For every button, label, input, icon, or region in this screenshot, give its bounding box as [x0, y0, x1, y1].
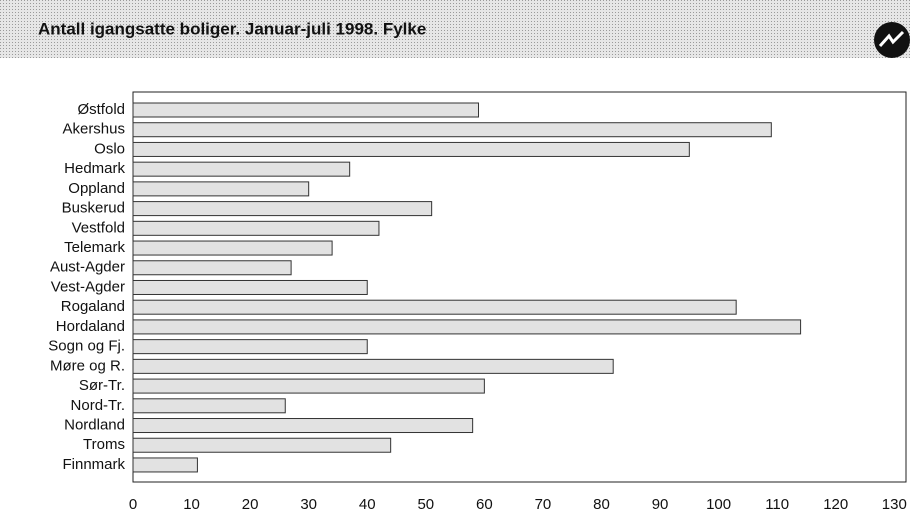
- bar: [132, 240, 333, 256]
- bar: [132, 418, 474, 434]
- chart-title: Antall igangsatte boliger. Januar-juli 1…: [38, 19, 426, 38]
- x-tick-label: 90: [652, 496, 669, 513]
- y-tick-label: Vestfold: [72, 219, 125, 236]
- bar: [132, 181, 310, 197]
- x-tick-label: 40: [359, 496, 376, 513]
- y-tick-label: Finnmark: [62, 456, 125, 473]
- y-tick-label: Møre og R.: [50, 357, 125, 374]
- y-tick-label: Nord-Tr.: [71, 397, 125, 414]
- bar: [132, 102, 480, 118]
- y-tick-label: Østfold: [77, 101, 125, 118]
- bar: [132, 161, 351, 177]
- x-tick-label: 60: [476, 496, 493, 513]
- x-tick-label: 50: [417, 496, 434, 513]
- x-tick-label: 30: [300, 496, 317, 513]
- x-tick-label: 20: [242, 496, 259, 513]
- x-tick-label: 70: [535, 496, 552, 513]
- x-tick-label: 10: [183, 496, 200, 513]
- y-tick-label: Hordaland: [56, 318, 125, 335]
- bar: [132, 437, 392, 453]
- x-tick-label: 100: [706, 496, 731, 513]
- bar: [132, 279, 368, 295]
- bar: [132, 201, 433, 217]
- y-tick-label: Vest-Agder: [51, 278, 125, 295]
- y-tick-label: Telemark: [64, 239, 125, 256]
- bar: [132, 457, 198, 473]
- x-tick-label: 130: [882, 496, 907, 513]
- x-tick-label: 0: [129, 496, 137, 513]
- x-tick-label: 80: [593, 496, 610, 513]
- y-tick-label: Nordland: [64, 416, 125, 433]
- bar: [132, 220, 380, 236]
- logo: [874, 22, 910, 58]
- x-tick-label: 120: [823, 496, 848, 513]
- y-tick-label: Oppland: [68, 180, 125, 197]
- y-tick-label: Sogn og Fj.: [48, 338, 125, 355]
- bar: [132, 358, 614, 374]
- y-tick-label: Oslo: [94, 140, 125, 157]
- bar: [132, 339, 368, 355]
- bar: [132, 141, 690, 157]
- bar: [132, 260, 292, 276]
- y-tick-label: Buskerud: [62, 200, 125, 217]
- bar: [132, 299, 737, 315]
- bar: [132, 319, 802, 335]
- x-tick-label: 110: [765, 496, 789, 513]
- y-tick-label: Sør-Tr.: [79, 377, 125, 394]
- y-tick-label: Aust-Agder: [50, 259, 125, 276]
- y-tick-label: Rogaland: [61, 298, 125, 315]
- bar: [132, 378, 485, 394]
- bar: [132, 398, 286, 414]
- y-tick-label: Hedmark: [64, 160, 125, 177]
- y-tick-label: Troms: [83, 436, 125, 453]
- bar: [132, 122, 772, 138]
- header-band: [0, 0, 910, 58]
- y-tick-label: Akershus: [62, 121, 125, 138]
